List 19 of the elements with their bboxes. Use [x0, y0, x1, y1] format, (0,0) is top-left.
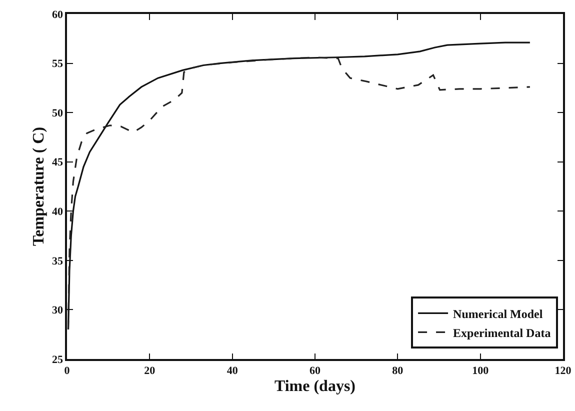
- x-tick-label: 40: [226, 364, 238, 377]
- y-tick-label: 55: [52, 58, 64, 70]
- x-tick-label: 0: [64, 364, 70, 377]
- x-tick-label: 60: [310, 364, 321, 377]
- legend-label: Numerical Model: [453, 306, 544, 321]
- y-tick-label: 40: [52, 206, 64, 218]
- x-tick-label: 80: [392, 364, 404, 377]
- y-axis-title: Temperature ( C): [30, 126, 48, 246]
- x-axis-title: Time (days): [274, 378, 356, 396]
- y-tick-label: 25: [52, 354, 64, 366]
- x-tick-label: 100: [472, 364, 490, 377]
- legend-label: Experimental Data: [453, 326, 551, 340]
- x-tick-label: 120: [554, 364, 572, 377]
- y-tick-label: 60: [52, 8, 64, 21]
- y-tick-label: 45: [52, 156, 64, 169]
- y-tick-label: 30: [52, 304, 64, 317]
- x-tick-label: 20: [144, 364, 156, 377]
- y-tick-label: 35: [52, 255, 64, 268]
- y-tick-label: 50: [52, 107, 64, 120]
